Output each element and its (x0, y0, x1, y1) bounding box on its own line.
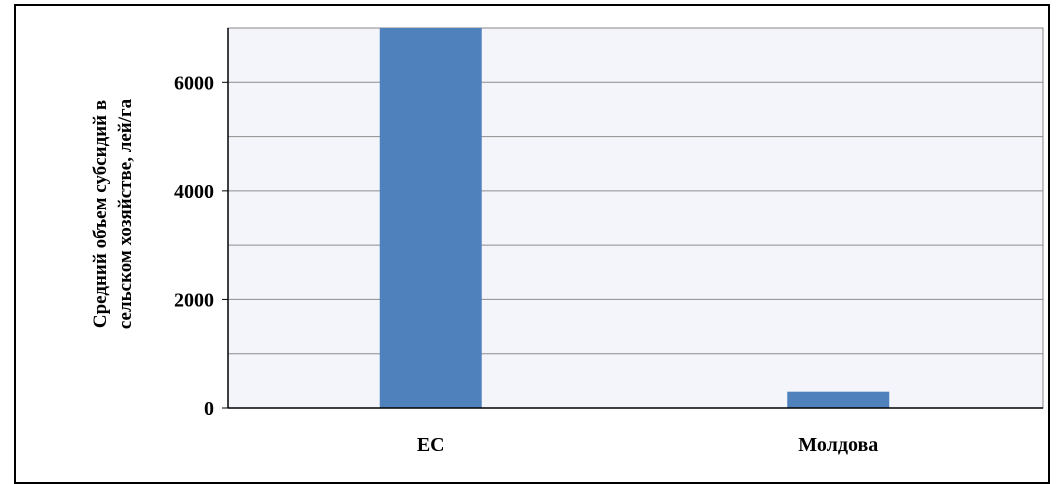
y-axis-label-line: Средний объем субсидий в (90, 100, 111, 328)
y-tick-label: 0 (204, 398, 214, 420)
gridlines (228, 81, 1043, 355)
y-tick-label: 2000 (174, 289, 214, 311)
y-axis-label-line: сельском хозяйстве, лей/га (115, 98, 136, 329)
y-tick-label: 4000 (174, 181, 214, 203)
x-axis-ticks: ЕС Молдова (417, 434, 878, 456)
plot-area (227, 27, 1044, 409)
bars (379, 28, 890, 408)
bar-1 (379, 28, 482, 408)
y-tick-label: 6000 (174, 72, 214, 94)
y-axis-ticks: 0 2000 4000 6000 (174, 72, 228, 420)
x-tick-label: ЕС (417, 434, 445, 456)
bar-2 (787, 391, 890, 408)
x-tick-label: Молдова (798, 434, 878, 456)
y-axis-label: Средний объем субсидий в сельском хозяйст… (90, 98, 136, 329)
